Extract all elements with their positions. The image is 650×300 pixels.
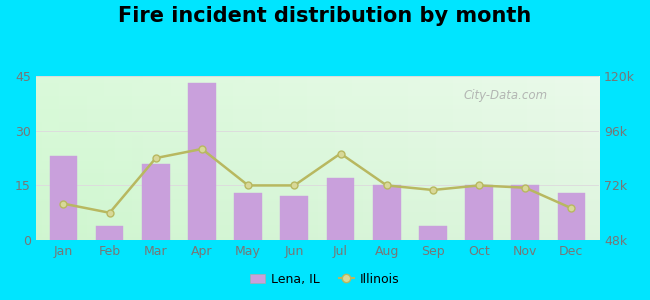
Bar xyxy=(188,83,216,240)
Bar xyxy=(558,193,585,240)
Text: Fire incident distribution by month: Fire incident distribution by month xyxy=(118,6,532,26)
Bar xyxy=(419,226,447,240)
Bar xyxy=(281,196,308,240)
Bar xyxy=(142,164,170,240)
Bar xyxy=(465,185,493,240)
Bar xyxy=(234,193,262,240)
Legend: Lena, IL, Illinois: Lena, IL, Illinois xyxy=(245,268,405,291)
Text: City-Data.com: City-Data.com xyxy=(464,89,548,102)
Bar xyxy=(512,185,539,240)
Bar xyxy=(49,156,77,240)
Bar xyxy=(96,226,124,240)
Bar xyxy=(327,178,354,240)
Bar xyxy=(373,185,400,240)
